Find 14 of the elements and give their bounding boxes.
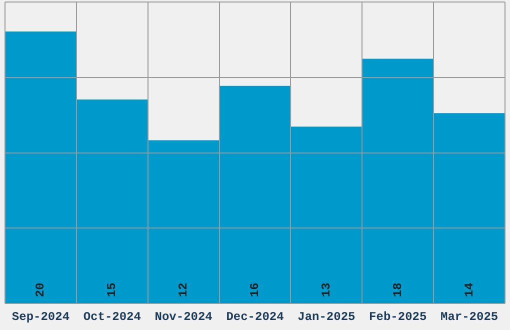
data-label: 15 [105, 282, 120, 298]
data-label: 20 [34, 282, 48, 298]
x-tick-label: Sep-2024 [12, 310, 70, 324]
data-label: 12 [176, 282, 191, 298]
x-tick-label: Oct-2024 [83, 310, 141, 324]
x-tick-label: Jan-2025 [298, 310, 356, 324]
x-tick-label: Nov-2024 [154, 310, 212, 324]
data-label: 13 [319, 282, 334, 298]
data-label: 18 [390, 282, 405, 298]
x-tick-label: Dec-2024 [226, 310, 284, 324]
x-tick-label: Mar-2025 [440, 310, 498, 324]
data-label: 16 [248, 282, 262, 298]
data-label: 14 [462, 282, 476, 298]
x-tick-label: Feb-2025 [369, 310, 427, 324]
